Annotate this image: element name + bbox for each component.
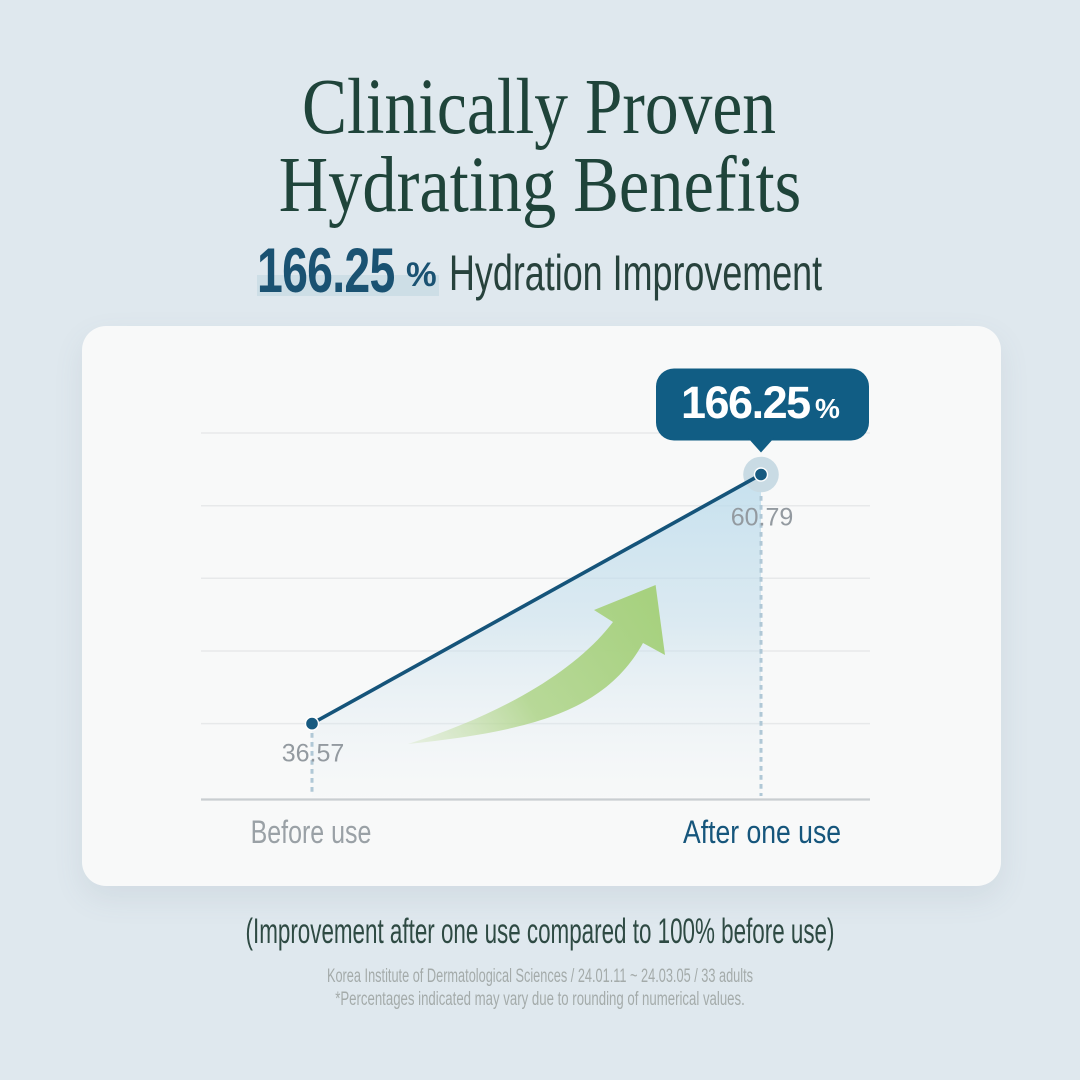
svg-text:%: % bbox=[815, 393, 840, 424]
svg-text:36.57: 36.57 bbox=[282, 740, 345, 768]
svg-text:60.79: 60.79 bbox=[731, 504, 794, 532]
svg-text:166.25: 166.25 bbox=[681, 377, 810, 428]
